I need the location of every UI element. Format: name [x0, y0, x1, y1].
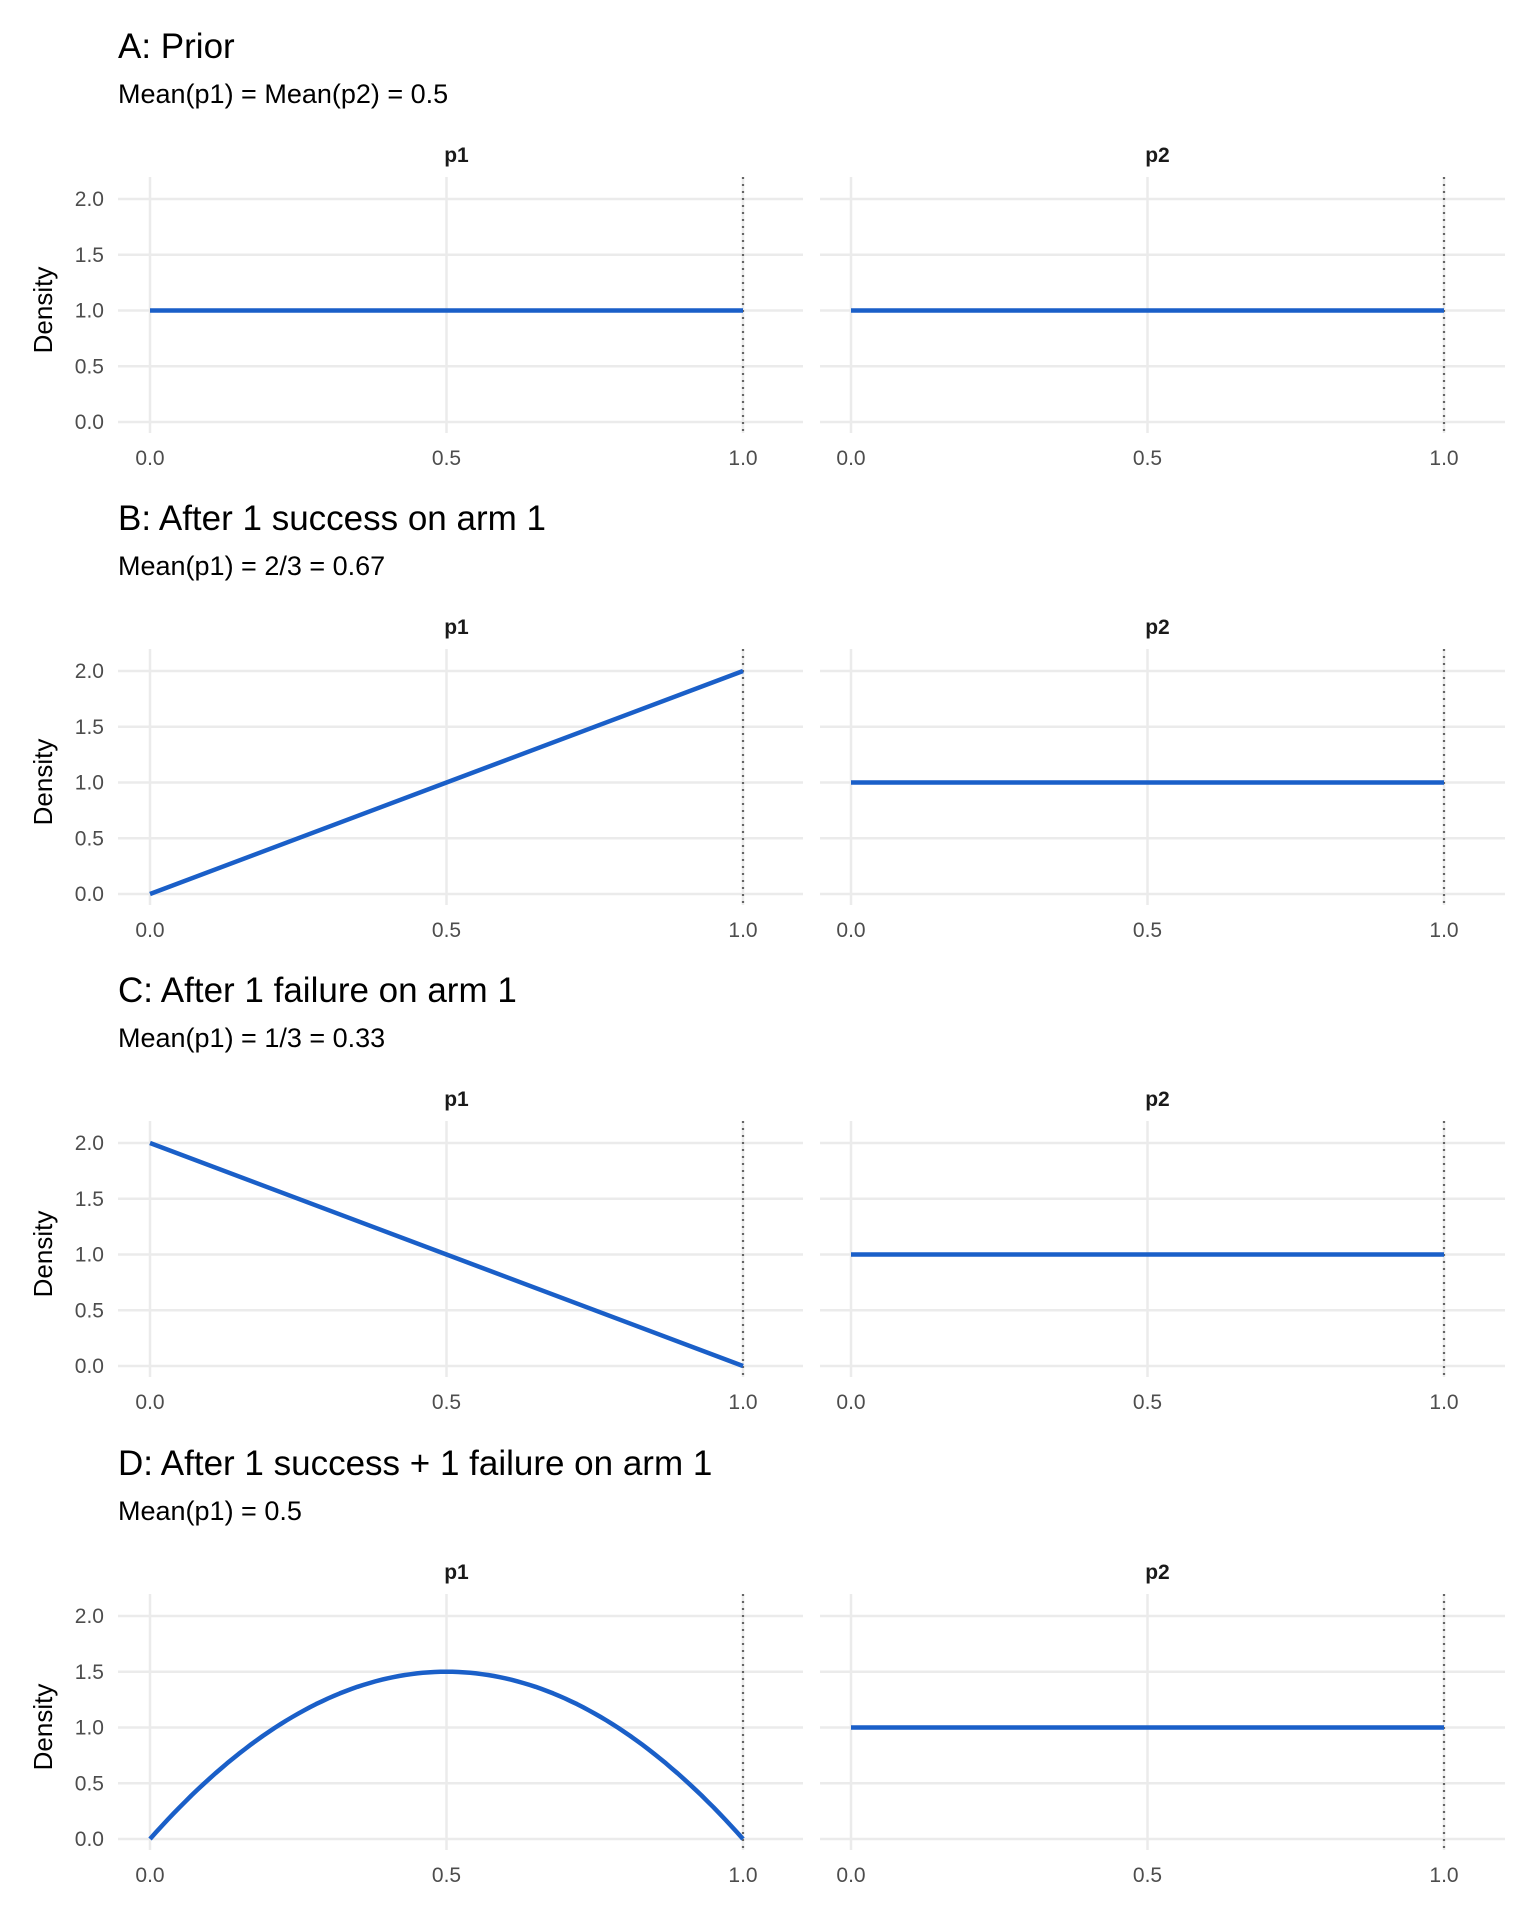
x-tick-label: 0.5 [1133, 1864, 1162, 1887]
y-tick-label: 1.0 [75, 1717, 104, 1740]
y-tick-label: 1.0 [75, 772, 104, 795]
y-tick-label: 0.5 [75, 355, 104, 378]
y-tick-label: 2.0 [75, 1132, 104, 1155]
panel-c: C: After 1 failure on arm 1 Mean(p1) = 1/… [28, 971, 1505, 1414]
x-tick-label: 0.0 [836, 1864, 865, 1887]
x-tick-label: 1.0 [728, 1864, 757, 1887]
y-tick-label: 0.0 [75, 411, 104, 434]
x-tick-label: 0.5 [432, 919, 461, 942]
x-tick-label: 0.0 [836, 1391, 865, 1414]
y-tick-label: 1.5 [75, 1661, 104, 1684]
x-tick-label: 0.0 [135, 447, 164, 470]
x-tick-label: 1.0 [728, 1391, 757, 1414]
facet-strip-label: p1 [444, 616, 469, 639]
y-tick-label: 2.0 [75, 660, 104, 683]
facet-strip-label: p2 [1145, 144, 1170, 167]
x-tick-label: 0.0 [135, 1864, 164, 1887]
facet-strip-label: p2 [1145, 1088, 1170, 1111]
x-tick-label: 1.0 [1429, 1391, 1458, 1414]
density-curve-p1 [148, 1669, 745, 1841]
x-tick-label: 0.5 [432, 447, 461, 470]
y-tick-label: 2.0 [75, 188, 104, 211]
x-tick-label: 1.0 [1429, 1864, 1458, 1887]
y-tick-label: 1.0 [75, 1244, 104, 1267]
facet-p1: p1 0.0 0.5 1.0 [118, 616, 803, 942]
y-tick-label: 1.5 [75, 1188, 104, 1211]
facet-p1: p1 0.0 0.5 1.0 [118, 1088, 803, 1414]
y-axis-label: Density [28, 1684, 58, 1771]
density-curve-p1 [149, 668, 744, 897]
y-axis-label: Density [28, 1211, 58, 1298]
y-tick-label: 1.0 [75, 300, 104, 323]
y-axis-label: Density [28, 739, 58, 826]
y-tick-label: 0.5 [75, 827, 104, 850]
facet-p2: p2 0.0 0.5 1.0 [820, 616, 1505, 942]
facet-p2: p2 0.0 0.5 1.0 [820, 144, 1505, 470]
facet-strip-label: p2 [1145, 1561, 1170, 1584]
facet-strip-label: p1 [444, 1561, 469, 1584]
panel-subtitle: Mean(p1) = 0.5 [118, 1496, 302, 1526]
panel-b: B: After 1 success on arm 1 Mean(p1) = 2/… [28, 499, 1505, 942]
panel-title: D: After 1 success + 1 failure on arm 1 [118, 1444, 712, 1483]
y-axis-label: Density [28, 267, 58, 354]
x-tick-label: 0.5 [432, 1864, 461, 1887]
x-tick-label: 1.0 [728, 447, 757, 470]
x-tick-label: 1.0 [1429, 919, 1458, 942]
x-tick-label: 0.0 [836, 919, 865, 942]
x-tick-label: 0.5 [432, 1391, 461, 1414]
panel-subtitle: Mean(p1) = 2/3 = 0.67 [118, 551, 385, 581]
y-tick-label: 1.5 [75, 244, 104, 267]
facet-p2: p2 0.0 0.5 1.0 [820, 1088, 1505, 1414]
facet-strip-label: p2 [1145, 616, 1170, 639]
y-tick-label: 2.0 [75, 1605, 104, 1628]
y-tick-label: 0.0 [75, 1828, 104, 1851]
y-tick-label: 0.0 [75, 1355, 104, 1378]
panel-d: D: After 1 success + 1 failure on arm 1 M… [28, 1444, 1505, 1887]
x-tick-label: 0.5 [1133, 447, 1162, 470]
panel-title: C: After 1 failure on arm 1 [118, 971, 517, 1010]
facet-strip-label: p1 [444, 144, 469, 167]
facet-p1: p1 0.0 0.5 1.0 [118, 144, 803, 470]
y-tick-label: 0.5 [75, 1299, 104, 1322]
panel-subtitle: Mean(p1) = Mean(p2) = 0.5 [118, 79, 448, 109]
facet-strip-label: p1 [444, 1088, 469, 1111]
panel-title: A: Prior [118, 27, 235, 66]
panel-title: B: After 1 success on arm 1 [118, 499, 546, 538]
x-tick-label: 0.0 [836, 447, 865, 470]
x-tick-label: 0.0 [135, 1391, 164, 1414]
panel-subtitle: Mean(p1) = 1/3 = 0.33 [118, 1023, 385, 1053]
y-tick-label: 1.5 [75, 716, 104, 739]
facet-p2: p2 0.0 0.5 1.0 [820, 1561, 1505, 1887]
facet-p1: p1 0.0 0.5 1.0 [118, 1561, 803, 1887]
x-tick-label: 0.5 [1133, 1391, 1162, 1414]
x-tick-label: 1.0 [728, 919, 757, 942]
density-curve-p1 [149, 1140, 744, 1369]
x-tick-label: 1.0 [1429, 447, 1458, 470]
y-tick-label: 0.0 [75, 883, 104, 906]
x-tick-label: 0.5 [1133, 919, 1162, 942]
y-tick-label: 0.5 [75, 1772, 104, 1795]
x-tick-label: 0.0 [135, 919, 164, 942]
panel-a: A: Prior Mean(p1) = Mean(p2) = 0.5 Density… [28, 27, 1505, 470]
